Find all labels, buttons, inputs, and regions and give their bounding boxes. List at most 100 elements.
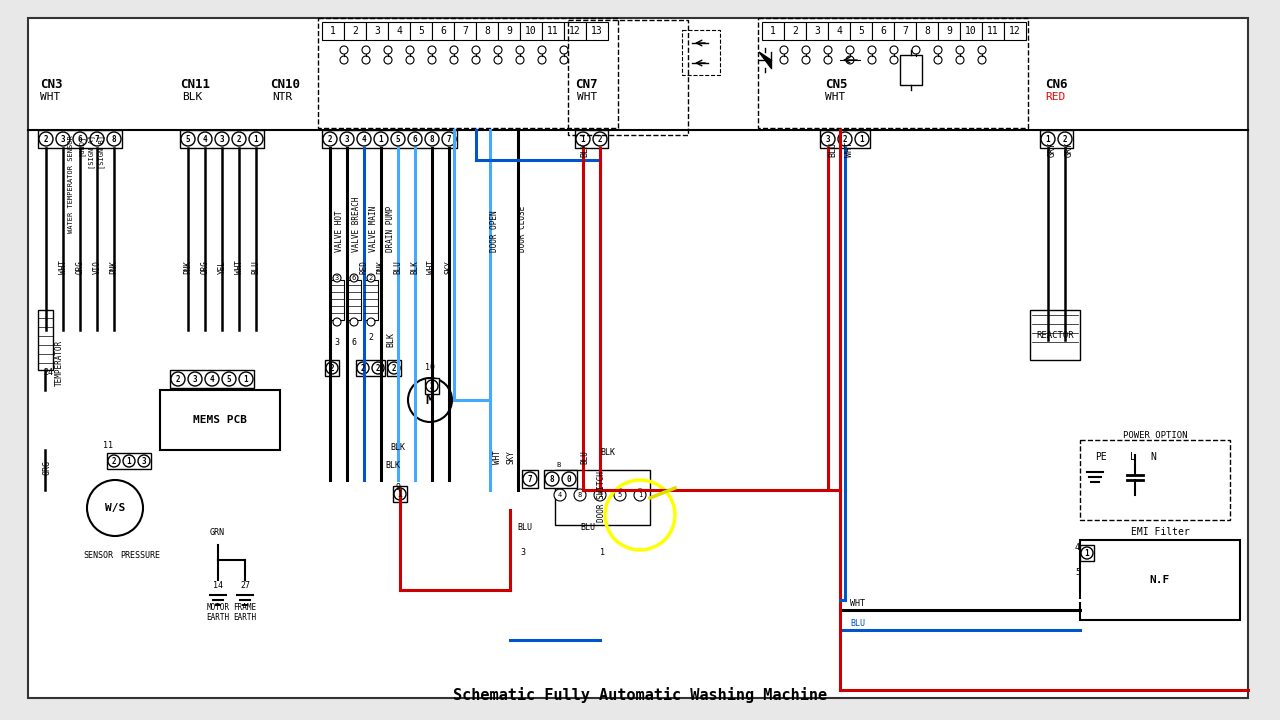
Text: 6: 6 <box>412 135 417 143</box>
Text: 1: 1 <box>637 492 643 498</box>
Text: 2: 2 <box>330 364 334 372</box>
Circle shape <box>576 132 590 146</box>
FancyBboxPatch shape <box>1039 130 1073 148</box>
Text: 8: 8 <box>484 26 490 36</box>
FancyBboxPatch shape <box>356 360 385 376</box>
Text: CN3: CN3 <box>40 78 63 91</box>
Text: BLK: BLK <box>182 92 202 102</box>
Circle shape <box>780 56 788 64</box>
Circle shape <box>349 274 358 282</box>
Circle shape <box>824 56 832 64</box>
Circle shape <box>472 46 480 54</box>
FancyBboxPatch shape <box>344 22 366 40</box>
Text: 1: 1 <box>771 26 776 36</box>
Circle shape <box>406 46 413 54</box>
Circle shape <box>934 56 942 64</box>
Text: 1: 1 <box>330 26 335 36</box>
Text: 1: 1 <box>127 456 132 466</box>
FancyBboxPatch shape <box>330 280 344 320</box>
Text: GRN: GRN <box>210 528 225 537</box>
Text: N.F: N.F <box>1149 575 1170 585</box>
FancyBboxPatch shape <box>388 22 410 40</box>
Circle shape <box>384 56 392 64</box>
Text: VALVE HOT: VALVE HOT <box>335 210 344 252</box>
Circle shape <box>451 56 458 64</box>
Circle shape <box>426 380 438 392</box>
Text: 6: 6 <box>440 26 445 36</box>
Circle shape <box>73 132 87 146</box>
Text: 2: 2 <box>792 26 797 36</box>
Text: NTR: NTR <box>273 92 292 102</box>
FancyBboxPatch shape <box>364 280 378 320</box>
Text: 6: 6 <box>352 275 356 281</box>
Circle shape <box>408 378 452 422</box>
Circle shape <box>357 132 371 146</box>
Circle shape <box>425 132 439 146</box>
Text: 8: 8 <box>111 135 116 143</box>
Text: 4: 4 <box>362 135 366 143</box>
Circle shape <box>472 56 480 64</box>
FancyBboxPatch shape <box>323 22 344 40</box>
Circle shape <box>855 132 869 146</box>
Circle shape <box>394 488 406 500</box>
Circle shape <box>956 46 964 54</box>
Text: 1: 1 <box>598 492 602 498</box>
Circle shape <box>820 132 835 146</box>
Text: 1: 1 <box>253 135 259 143</box>
Text: WHT: WHT <box>577 92 598 102</box>
Circle shape <box>367 274 375 282</box>
Circle shape <box>451 46 458 54</box>
Text: 3: 3 <box>193 374 197 384</box>
Circle shape <box>516 46 524 54</box>
Text: 4: 4 <box>558 492 562 498</box>
Text: ORG: ORG <box>76 260 84 274</box>
Circle shape <box>108 132 122 146</box>
Circle shape <box>803 46 810 54</box>
Text: 8: 8 <box>577 492 582 498</box>
Bar <box>758 18 1028 128</box>
Text: VALVE BREACH: VALVE BREACH <box>352 197 361 252</box>
FancyBboxPatch shape <box>1080 545 1094 561</box>
FancyBboxPatch shape <box>806 22 828 40</box>
Text: 10: 10 <box>965 26 977 36</box>
Text: PE: PE <box>1094 452 1107 462</box>
Text: VALVE MAIN: VALVE MAIN <box>369 206 378 252</box>
Text: WHT: WHT <box>428 260 436 274</box>
Text: 10: 10 <box>425 363 435 372</box>
Text: 1: 1 <box>860 135 864 143</box>
Text: 12: 12 <box>1009 26 1021 36</box>
Circle shape <box>180 132 195 146</box>
Text: WHT: WHT <box>59 260 68 274</box>
Text: 5: 5 <box>227 374 232 384</box>
Text: 6: 6 <box>78 135 82 143</box>
Text: 24: 24 <box>44 368 52 377</box>
Circle shape <box>388 362 399 374</box>
Circle shape <box>890 56 899 64</box>
Text: BLU: BLU <box>580 450 589 464</box>
Text: 9: 9 <box>506 26 512 36</box>
Text: 5: 5 <box>419 26 424 36</box>
Text: 8: 8 <box>430 135 434 143</box>
Circle shape <box>594 489 605 501</box>
Polygon shape <box>759 52 771 68</box>
Text: 7: 7 <box>95 135 100 143</box>
Text: 11: 11 <box>987 26 998 36</box>
Circle shape <box>340 132 355 146</box>
FancyBboxPatch shape <box>180 130 264 148</box>
FancyBboxPatch shape <box>38 130 122 148</box>
Text: 8: 8 <box>549 474 554 484</box>
Text: GRY: GRY <box>1065 142 1074 157</box>
Circle shape <box>559 46 568 54</box>
Text: M: M <box>426 393 434 407</box>
FancyBboxPatch shape <box>425 378 439 394</box>
Text: CN5: CN5 <box>826 78 847 91</box>
Text: 2: 2 <box>369 275 374 281</box>
Text: PNK: PNK <box>376 260 385 274</box>
Text: 2: 2 <box>842 135 847 143</box>
Circle shape <box>494 56 502 64</box>
Text: ORG: ORG <box>201 260 210 274</box>
Text: POWER OPTION: POWER OPTION <box>1123 431 1188 440</box>
Text: CN10: CN10 <box>270 78 300 91</box>
Circle shape <box>340 56 348 64</box>
Text: 2: 2 <box>598 135 603 143</box>
